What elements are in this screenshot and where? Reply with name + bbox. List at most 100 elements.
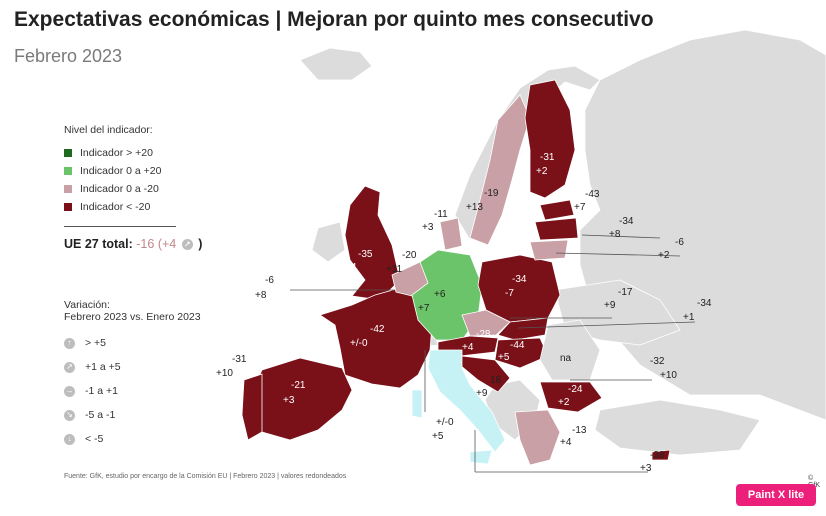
label-austria-value: -28 [476,329,491,340]
region-cyprus [651,449,671,461]
eu-total-close: ) [198,237,203,251]
region-bulgaria [539,381,603,413]
label-slovakia-value: -34 [697,298,712,309]
region-spain [249,357,353,441]
label-finland-value: -31 [540,152,555,163]
legend-item: Indicador > +20 [64,144,202,162]
label-estonia-change: +7 [574,202,586,213]
source-note: Fuente: GfK, estudio por encargo de la C… [64,473,347,480]
region-turkey [594,399,761,456]
label-estonia-value: -43 [585,189,600,200]
legend-label: Indicador < -20 [80,201,151,213]
region-sicily [469,449,493,465]
swatch-icon [64,203,72,211]
variation-label: -5 a -1 [85,409,116,421]
legend-label: Indicador > +20 [80,147,153,159]
label-italy-change: +5 [432,431,444,442]
region-sardinia [411,389,423,419]
label-poland-change: -7 [505,288,514,299]
variation-item: ↑ > +5 [64,331,201,355]
chart-subtitle: Febrero 2023 [14,46,123,66]
chart-title: Expectativas económicas | Mejoran por qu… [14,8,654,31]
region-uk [344,185,401,301]
region-greece [514,409,561,466]
label-ireland-change: +8 [255,290,267,301]
region-czechia [461,309,511,337]
legend-item: Indicador 0 a +20 [64,162,202,180]
watermark-badge[interactable]: Paint X lite [736,484,816,506]
swatch-icon [64,167,72,175]
label-greece-change: +4 [560,437,572,448]
label-latvia-change: +8 [609,229,621,240]
label-sweden-value: -19 [484,188,499,199]
eu-total-value: -16 [136,237,155,251]
label-czechia-value: -17 [618,287,633,298]
arrow-up-right-icon: ↗ [181,239,193,251]
label-bulgaria-value: -24 [568,384,583,395]
variation-label: > +5 [85,337,107,349]
label-denmark-value: -11 [434,209,448,220]
region-hungary [494,337,549,369]
eu-total-change: (+4 [157,237,177,251]
swatch-icon [64,149,72,157]
legend: Nivel del indicador: Indicador > +20 Ind… [64,124,202,251]
region-estonia [539,199,575,221]
region-denmark [439,217,463,251]
legend-title: Nivel del indicador: [64,124,153,136]
label-hungary-value: -44 [510,340,525,351]
region-ireland [311,221,346,263]
label-germany-change: +7 [418,303,430,314]
legend-item: Indicador 0 a -20 [64,180,202,198]
label-italy-value: +/-0 [436,417,454,428]
arrow-up-right-icon: ↗ [64,361,75,373]
label-france-change: +/-0 [350,338,368,349]
label-na: na [560,353,572,364]
divider [64,226,176,227]
variation-label: < -5 [85,433,104,445]
arrow-down-icon: ↓ [64,433,75,445]
label-spain-value: -21 [291,380,306,391]
region-italy [427,349,506,453]
swatch-icon [64,185,72,193]
eu-total-label: UE 27 total: [64,237,133,251]
arrow-down-right-icon: ↘ [64,409,75,421]
label-finland-change: +2 [536,166,548,177]
label-portugal-change: +10 [216,368,233,379]
variation-legend: Variación: Febrero 2023 vs. Enero 2023 ↑… [64,299,201,451]
region-russia-north [579,29,826,421]
label-slovakia-change: +1 [683,312,695,323]
legend-item: Indicador < -20 [64,198,202,216]
label-poland-value: -34 [512,274,527,285]
label-lithuania-value: -6 [675,237,684,248]
variation-item: → -1 a +1 [64,379,201,403]
arrow-up-icon: ↑ [64,337,75,349]
label-bulgaria-change: +2 [558,397,570,408]
label-ireland-value: -6 [265,275,274,286]
region-portugal [241,373,263,441]
label-spain-change: +3 [283,395,295,406]
legend-label: Indicador 0 a -20 [80,183,159,195]
label-lithuania-change: +2 [658,250,670,261]
label-belgium-change: +11 [386,264,403,275]
variation-item: ↓ < -5 [64,427,201,451]
eu-total: UE 27 total: -16 (+4 ↗ ) [64,237,202,251]
label-latvia-value: -34 [619,216,634,227]
region-latvia [534,217,579,241]
label-croatia-value: 18 [490,375,502,386]
label-belgium-value: -20 [402,250,417,261]
label-romania-change: +10 [660,370,677,381]
region-iceland [299,47,373,81]
label-romania-value: -32 [650,356,665,367]
label-hungary-change: +5 [498,352,510,363]
label-denmark-change: +3 [422,222,434,233]
region-slovakia [497,317,549,341]
label-france-value: -42 [370,324,385,335]
label-croatia-change: +9 [476,388,488,399]
arrow-right-icon: → [64,385,75,397]
label-czechia-change: +9 [604,300,616,311]
legend-label: Indicador 0 a +20 [80,165,162,177]
label-greece-value: -13 [572,425,587,436]
label-portugal-value: -31 [232,354,247,365]
variation-title-2: Febrero 2023 vs. Enero 2023 [64,311,201,323]
